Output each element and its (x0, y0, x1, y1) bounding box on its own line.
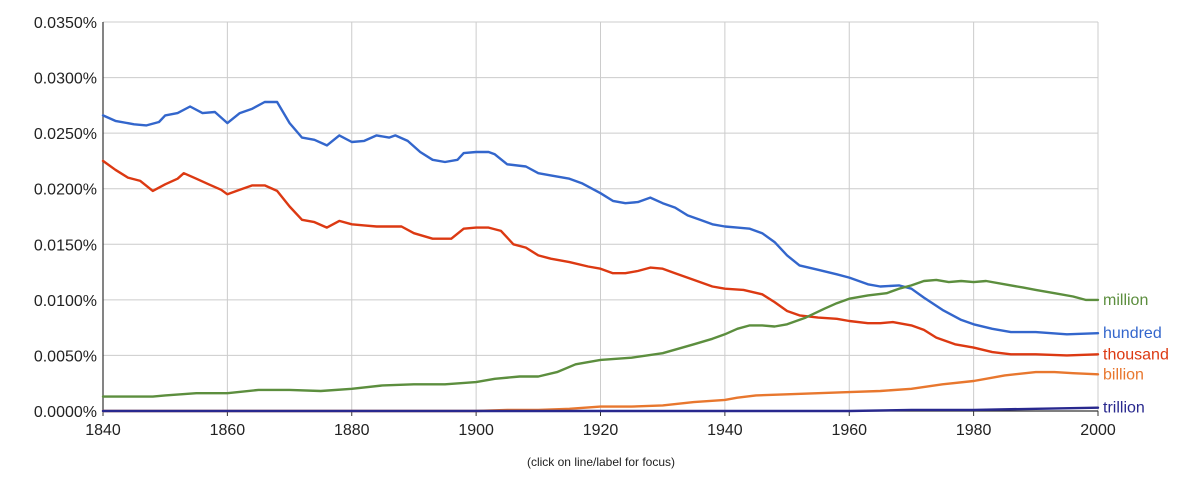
x-tick-label: 1940 (707, 422, 743, 439)
y-tick-label: 0.0250% (34, 126, 97, 143)
series-label-billion[interactable]: billion (1103, 366, 1144, 383)
x-tick-label: 2000 (1080, 422, 1116, 439)
y-tick-label: 0.0200% (34, 182, 97, 199)
y-tick-label: 0.0100% (34, 293, 97, 310)
x-tick-label: 1880 (334, 422, 370, 439)
series-label-trillion[interactable]: trillion (1103, 400, 1145, 417)
tick-labels: 0.0000% 0.0050% 0.0100% 0.0150% 0.0200% 0.025… (34, 15, 1116, 439)
grid-lines (103, 21, 1099, 411)
x-tick-label: 1960 (831, 422, 867, 439)
y-tick-label: 0.0000% (34, 404, 97, 421)
x-tick-label: 1900 (458, 422, 494, 439)
x-tick-label: 1840 (85, 422, 121, 439)
x-tick-label: 1860 (210, 422, 246, 439)
series-lines (101, 100, 1100, 413)
focus-hint: (click on line/label for focus) (527, 455, 675, 469)
series-label-million[interactable]: million (1103, 292, 1148, 309)
series-line-thousand[interactable] (101, 159, 1100, 357)
x-tick-label: 1920 (583, 422, 619, 439)
series-line-million[interactable] (101, 278, 1100, 398)
series-labels: million hundred thousand billion trillion (1103, 292, 1169, 417)
series-line-hundred[interactable] (101, 100, 1100, 336)
y-tick-label: 0.0150% (34, 237, 97, 254)
series-label-thousand[interactable]: thousand (1103, 346, 1169, 363)
y-tick-label: 0.0300% (34, 71, 97, 88)
series-label-hundred[interactable]: hundred (1103, 325, 1162, 342)
series-line-trillion[interactable] (101, 406, 1100, 413)
y-tick-label: 0.0050% (34, 348, 97, 365)
y-tick-label: 0.0350% (34, 15, 97, 32)
x-tick-label: 1980 (956, 422, 992, 439)
